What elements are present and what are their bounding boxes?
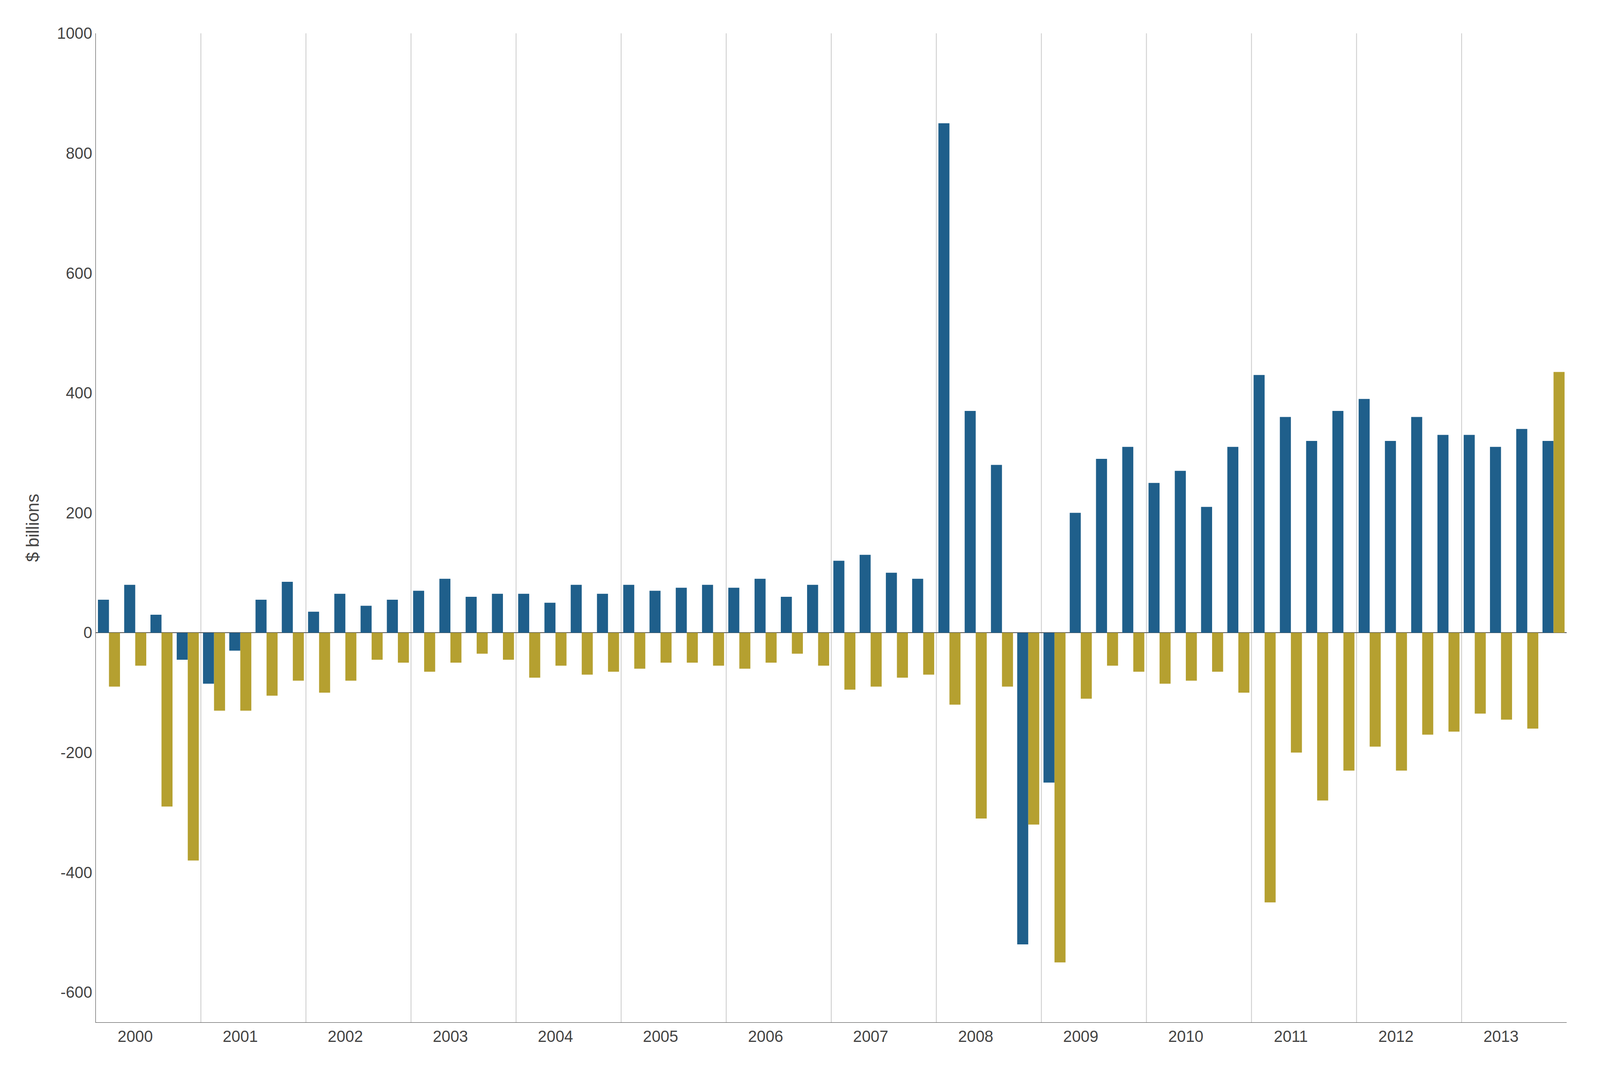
svg-text:400: 400: [65, 384, 93, 402]
svg-text:2011: 2011: [1273, 1027, 1308, 1045]
svg-text:2008: 2008: [957, 1027, 994, 1045]
svg-text:-200: -200: [60, 743, 93, 762]
svg-text:2005: 2005: [642, 1027, 679, 1045]
svg-text:0: 0: [83, 623, 93, 642]
svg-text:2010: 2010: [1168, 1027, 1204, 1045]
svg-text:2012: 2012: [1378, 1027, 1414, 1045]
svg-text:$ billions: $ billions: [22, 493, 43, 562]
svg-text:2013: 2013: [1483, 1027, 1519, 1045]
svg-text:1000: 1000: [57, 24, 93, 43]
svg-text:800: 800: [65, 144, 93, 163]
svg-text:2001: 2001: [222, 1027, 258, 1045]
svg-text:200: 200: [65, 504, 93, 522]
svg-text:600: 600: [65, 264, 93, 283]
svg-text:2009: 2009: [1063, 1027, 1099, 1045]
svg-text:2007: 2007: [852, 1027, 889, 1045]
svg-text:2002: 2002: [327, 1027, 364, 1045]
svg-text:2006: 2006: [747, 1027, 784, 1045]
svg-text:2004: 2004: [537, 1027, 574, 1045]
svg-text:2003: 2003: [432, 1027, 469, 1045]
svg-text:-600: -600: [60, 983, 93, 1001]
svg-text:2000: 2000: [117, 1027, 153, 1045]
svg-text:-400: -400: [60, 863, 93, 882]
